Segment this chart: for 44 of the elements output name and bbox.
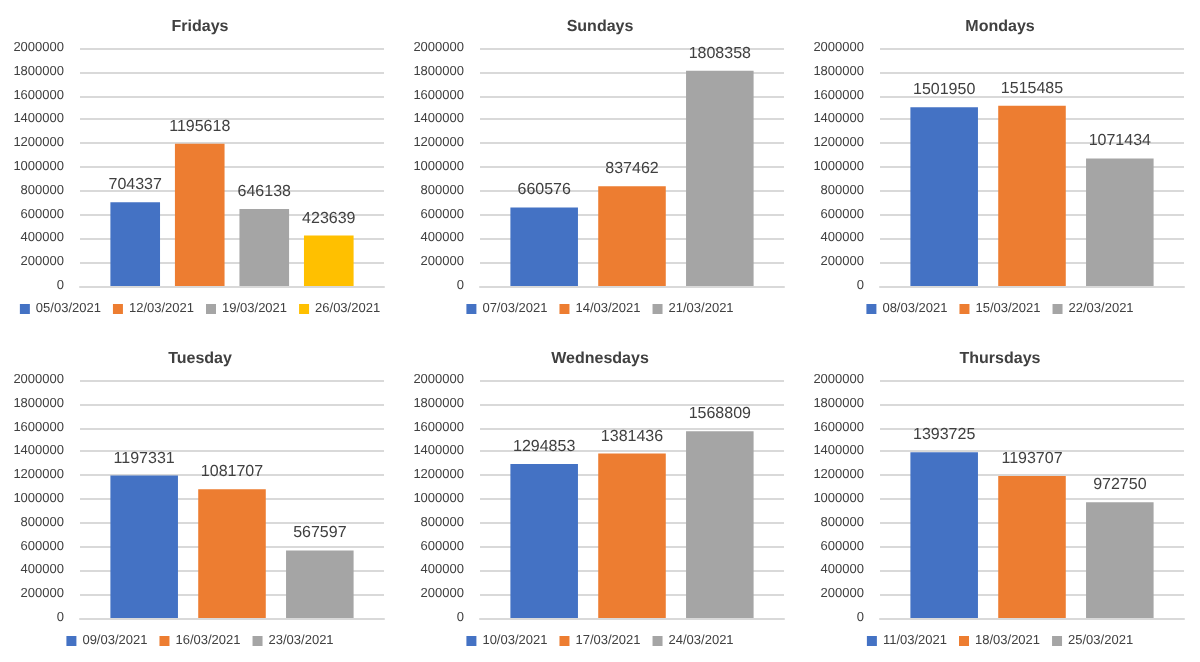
bar bbox=[198, 488, 266, 617]
data-label: 1193707 bbox=[1001, 447, 1064, 466]
chart-title: Thursdays bbox=[959, 348, 1042, 366]
bar bbox=[910, 451, 978, 617]
data-label: 660576 bbox=[517, 180, 572, 199]
bar bbox=[598, 186, 666, 286]
data-label: 1501950 bbox=[913, 80, 977, 99]
data-label: 1071434 bbox=[1088, 131, 1153, 150]
data-label: 567597 bbox=[293, 522, 348, 541]
bar bbox=[110, 202, 161, 286]
data-label: 1195618 bbox=[169, 116, 232, 135]
bar bbox=[910, 107, 978, 286]
chart-title: Tuesday bbox=[168, 348, 233, 366]
data-label: 972750 bbox=[1093, 474, 1148, 493]
bar bbox=[1086, 501, 1154, 617]
bar bbox=[1086, 158, 1154, 286]
chart-title: Sundays bbox=[566, 17, 635, 35]
bar bbox=[598, 452, 666, 617]
bar bbox=[303, 235, 354, 286]
bar bbox=[686, 70, 754, 286]
data-label: 837462 bbox=[605, 159, 660, 178]
bar bbox=[686, 430, 754, 617]
bar bbox=[239, 209, 290, 286]
data-label: 1294853 bbox=[513, 435, 577, 454]
chart-title: Mondays bbox=[965, 17, 1036, 35]
data-label: 1515485 bbox=[1000, 78, 1065, 97]
data-label: 1808358 bbox=[688, 43, 753, 62]
data-label: 1568809 bbox=[688, 403, 753, 422]
data-label: 1081707 bbox=[200, 461, 265, 480]
data-label: 423639 bbox=[302, 208, 357, 227]
data-label: 1197331 bbox=[113, 447, 176, 466]
bar bbox=[174, 143, 225, 286]
chart-title: Wednesdays bbox=[551, 348, 650, 366]
data-label: 1381436 bbox=[600, 425, 665, 444]
data-label: 704337 bbox=[108, 175, 164, 194]
chart-title: Fridays bbox=[171, 17, 230, 35]
data-label: 1393725 bbox=[913, 424, 977, 443]
bar bbox=[510, 462, 578, 617]
bar bbox=[998, 474, 1066, 617]
bar bbox=[110, 474, 178, 617]
bar bbox=[510, 207, 578, 286]
bar bbox=[998, 105, 1066, 286]
data-label: 646138 bbox=[237, 182, 293, 201]
bar bbox=[286, 549, 354, 617]
